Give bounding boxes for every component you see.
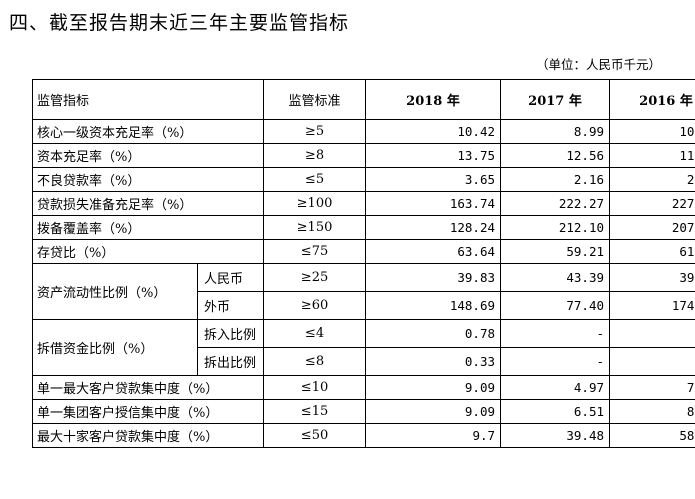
table-row: 拆借资金比例（%） 拆入比例 ≤4 0.78 - - xyxy=(32,319,695,376)
row-name: 不良贷款率（%） xyxy=(31,167,265,192)
table-row: 单一集团客户授信集中度（%） ≤15 9.09 6.51 8.67 xyxy=(31,399,695,424)
value-2016: 58.02 xyxy=(609,423,695,448)
value-2017: 212.10 xyxy=(500,215,611,240)
row-name: 单一最大客户贷款集中度（%） xyxy=(31,375,265,400)
value-2017: 12.56 xyxy=(500,143,611,168)
table-row: 单一最大客户贷款集中度（%） ≤10 9.09 4.97 7.05 xyxy=(31,375,695,400)
sub-label-fx: 外币 xyxy=(196,291,265,320)
row-standard: ≤15 xyxy=(263,399,367,424)
value-2018: 13.75 xyxy=(365,143,502,168)
value-2018: 9.7 xyxy=(365,423,502,448)
value-2017: - xyxy=(500,319,611,348)
table-row: 最大十家客户贷款集中度（%） ≤50 9.7 39.48 58.02 xyxy=(31,423,695,448)
header-2018: 2018 年 xyxy=(365,79,502,120)
row-standard: ≥25 xyxy=(263,263,367,292)
table-row: 贷款损失准备充足率（%） ≥100 163.74 222.27 227.87 xyxy=(31,191,695,216)
value-2017: 43.39 xyxy=(500,263,611,292)
row-name: 拨备覆盖率（%） xyxy=(31,215,265,240)
table-row: 拨备覆盖率（%） ≥150 128.24 212.10 207.14 xyxy=(31,215,695,240)
value-2016: 2.52 xyxy=(609,167,695,192)
value-2017: 4.97 xyxy=(500,375,611,400)
row-standard: ≥150 xyxy=(263,215,367,240)
row-name: 最大十家客户贷款集中度（%） xyxy=(31,423,265,448)
row-name: 单一集团客户授信集中度（%） xyxy=(31,399,265,424)
row-standard: ≤10 xyxy=(263,375,367,400)
unit-note: （单位：人民币千元） xyxy=(535,57,661,72)
regulatory-indicators-table: 监管指标 监管标准 2018 年 2017 年 2016 年 核心一级资本充足率… xyxy=(31,79,695,448)
table-row: 核心一级资本充足率（%） ≥5 10.42 8.99 10.08 xyxy=(31,119,695,144)
liquidity-ratio-label: 资产流动性比例（%） xyxy=(32,263,198,320)
page-title: 四、截至报告期末近三年主要监管指标 xyxy=(9,12,350,34)
value-2016: 39.45 xyxy=(609,263,695,292)
value-2016: - xyxy=(609,319,695,348)
value-2017: 39.48 xyxy=(500,423,611,448)
value-2016: - xyxy=(609,347,695,376)
value-2017: 6.51 xyxy=(500,399,611,424)
table-row: 外币 ≥60 148.69 77.40 174.74 xyxy=(33,291,695,320)
value-2018: 0.33 xyxy=(365,347,502,376)
value-2016: 7.05 xyxy=(609,375,695,400)
value-2016: 8.67 xyxy=(609,399,695,424)
value-2018: 9.09 xyxy=(365,375,502,400)
header-2017: 2017 年 xyxy=(500,79,611,120)
row-standard: ≤4 xyxy=(263,319,367,348)
sub-label-borrowing: 拆入比例 xyxy=(196,319,265,348)
value-2018: 9.09 xyxy=(365,399,502,424)
sub-label-lending: 拆出比例 xyxy=(196,347,265,376)
sub-label-rmb: 人民币 xyxy=(196,263,265,292)
value-2017: 77.40 xyxy=(500,291,611,320)
header-indicator: 监管指标 xyxy=(31,79,265,120)
row-standard: ≥5 xyxy=(263,119,367,144)
table-header-row: 监管指标 监管标准 2018 年 2017 年 2016 年 xyxy=(31,79,695,120)
table-row: 不良贷款率（%） ≤5 3.65 2.16 2.52 xyxy=(31,167,695,192)
value-2018: 0.78 xyxy=(365,319,502,348)
row-name: 核心一级资本充足率（%） xyxy=(31,119,265,144)
row-name: 贷款损失准备充足率（%） xyxy=(31,191,265,216)
row-standard: ≥100 xyxy=(263,191,367,216)
row-standard: ≥60 xyxy=(263,291,367,320)
value-2017: 59.21 xyxy=(500,239,611,264)
value-2017: - xyxy=(500,347,611,376)
value-2016: 207.14 xyxy=(609,215,695,240)
row-standard: ≤75 xyxy=(263,239,367,264)
value-2018: 128.24 xyxy=(365,215,502,240)
table-row: 资本充足率（%） ≥8 13.75 12.56 11.25 xyxy=(31,143,695,168)
row-standard: ≤50 xyxy=(263,423,367,448)
table-row: 资产流动性比例（%） 人民币 ≥25 39.83 43.39 39.45 xyxy=(32,263,695,320)
interbank-ratio-label: 拆借资金比例（%） xyxy=(32,319,198,376)
value-2016: 174.74 xyxy=(609,291,695,320)
row-standard: ≤5 xyxy=(263,167,367,192)
value-2018: 63.64 xyxy=(365,239,502,264)
table-row: 存贷比（%） ≤75 63.64 59.21 61.07 xyxy=(31,239,695,264)
row-standard: ≥8 xyxy=(263,143,367,168)
value-2018: 3.65 xyxy=(365,167,502,192)
value-2017: 8.99 xyxy=(500,119,611,144)
value-2018: 10.42 xyxy=(365,119,502,144)
value-2018: 163.74 xyxy=(365,191,502,216)
value-2017: 222.27 xyxy=(500,191,611,216)
value-2016: 10.08 xyxy=(609,119,695,144)
header-standard: 监管标准 xyxy=(263,79,367,120)
header-2016: 2016 年 xyxy=(609,79,695,120)
row-name: 资本充足率（%） xyxy=(31,143,265,168)
value-2018: 39.83 xyxy=(365,263,502,292)
table-row: 拆出比例 ≤8 0.33 - - xyxy=(33,347,695,376)
value-2016: 11.25 xyxy=(609,143,695,168)
value-2016: 227.87 xyxy=(609,191,695,216)
row-name: 存贷比（%） xyxy=(31,239,265,264)
value-2018: 148.69 xyxy=(365,291,502,320)
value-2017: 2.16 xyxy=(500,167,611,192)
row-standard: ≤8 xyxy=(263,347,367,376)
value-2016: 61.07 xyxy=(609,239,695,264)
